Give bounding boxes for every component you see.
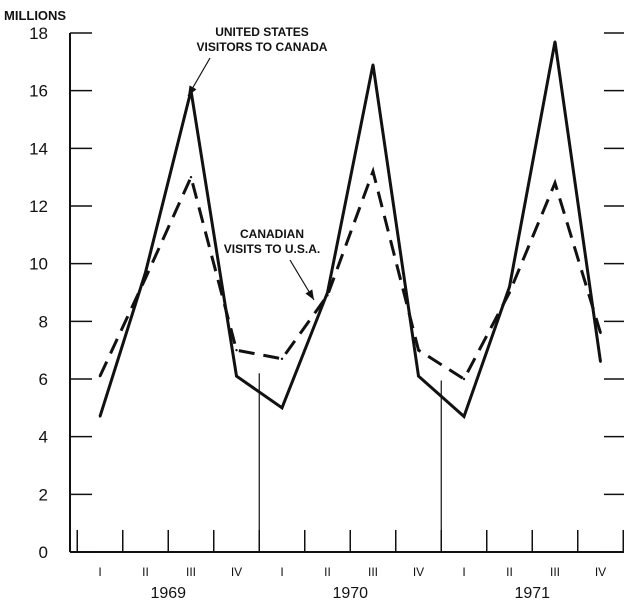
series-line-canadian-visits xyxy=(98,166,602,382)
x-quarter-label: III xyxy=(550,565,560,579)
x-year-label: 1970 xyxy=(332,585,368,602)
y-tick-label: 10 xyxy=(29,255,48,274)
annotation-canadian-visits: VISITS TO U.S.A. xyxy=(224,242,320,256)
data-point-canadian-visits xyxy=(508,291,511,294)
data-point-canadian-visits xyxy=(144,276,147,280)
x-quarter-label: II xyxy=(142,565,149,579)
data-point-canadian-visits xyxy=(235,348,238,352)
x-quarter-label: IV xyxy=(413,565,424,579)
x-quarter-label: III xyxy=(186,565,196,579)
data-point-canadian-visits xyxy=(371,170,375,173)
data-point-us-visitors xyxy=(462,415,466,418)
data-point-canadian-visits xyxy=(326,294,329,297)
data-point-us-visitors xyxy=(98,415,102,418)
data-point-canadian-visits xyxy=(599,331,602,335)
x-quarter-label: I xyxy=(280,565,283,579)
data-point-canadian-visits xyxy=(280,357,284,361)
y-tick-label: 2 xyxy=(39,485,48,504)
y-tick-label: 8 xyxy=(39,312,48,331)
data-point-us-visitors xyxy=(508,285,511,288)
data-point-us-visitors xyxy=(553,40,557,43)
x-year-label: 1971 xyxy=(514,585,550,602)
data-point-us-visitors xyxy=(144,271,147,274)
y-tick-label: 14 xyxy=(29,139,48,158)
annotation-us-visitors: VISITORS TO CANADA xyxy=(197,40,328,54)
annotation-canadian-visits: CANADIAN xyxy=(240,227,304,241)
x-quarter-label: I xyxy=(462,565,465,579)
x-quarter-label: IV xyxy=(595,565,606,579)
x-quarter-label: III xyxy=(368,565,378,579)
y-tick-label: 12 xyxy=(29,197,48,216)
data-point-canadian-visits xyxy=(553,181,557,185)
y-tick-label: 4 xyxy=(39,428,48,447)
y-axis-unit-label: MILLIONS xyxy=(4,8,66,23)
x-quarter-label: II xyxy=(324,565,331,579)
annotation-arrowhead xyxy=(305,289,314,300)
data-point-us-visitors xyxy=(280,406,284,410)
data-point-canadian-visits xyxy=(189,175,193,179)
y-tick-label: 0 xyxy=(39,543,48,562)
y-tick-label: 18 xyxy=(29,24,48,43)
data-point-canadian-visits xyxy=(417,348,420,352)
x-quarter-label: II xyxy=(506,565,513,579)
x-quarter-label: I xyxy=(98,565,101,579)
data-point-canadian-visits xyxy=(462,377,466,381)
data-point-us-visitors xyxy=(599,360,602,363)
y-tick-label: 6 xyxy=(39,370,48,389)
x-quarter-label: IV xyxy=(231,565,242,579)
series-line-us-visitors xyxy=(98,41,602,420)
data-point-us-visitors xyxy=(235,374,238,378)
series-layer xyxy=(98,40,602,420)
data-point-us-visitors xyxy=(417,374,420,378)
annotation-us-visitors: UNITED STATES xyxy=(215,25,309,39)
annotation-arrowhead xyxy=(188,85,197,96)
data-point-us-visitors xyxy=(371,63,375,66)
x-year-label: 1969 xyxy=(150,585,186,602)
y-tick-label: 16 xyxy=(29,82,48,101)
data-point-canadian-visits xyxy=(98,374,102,378)
